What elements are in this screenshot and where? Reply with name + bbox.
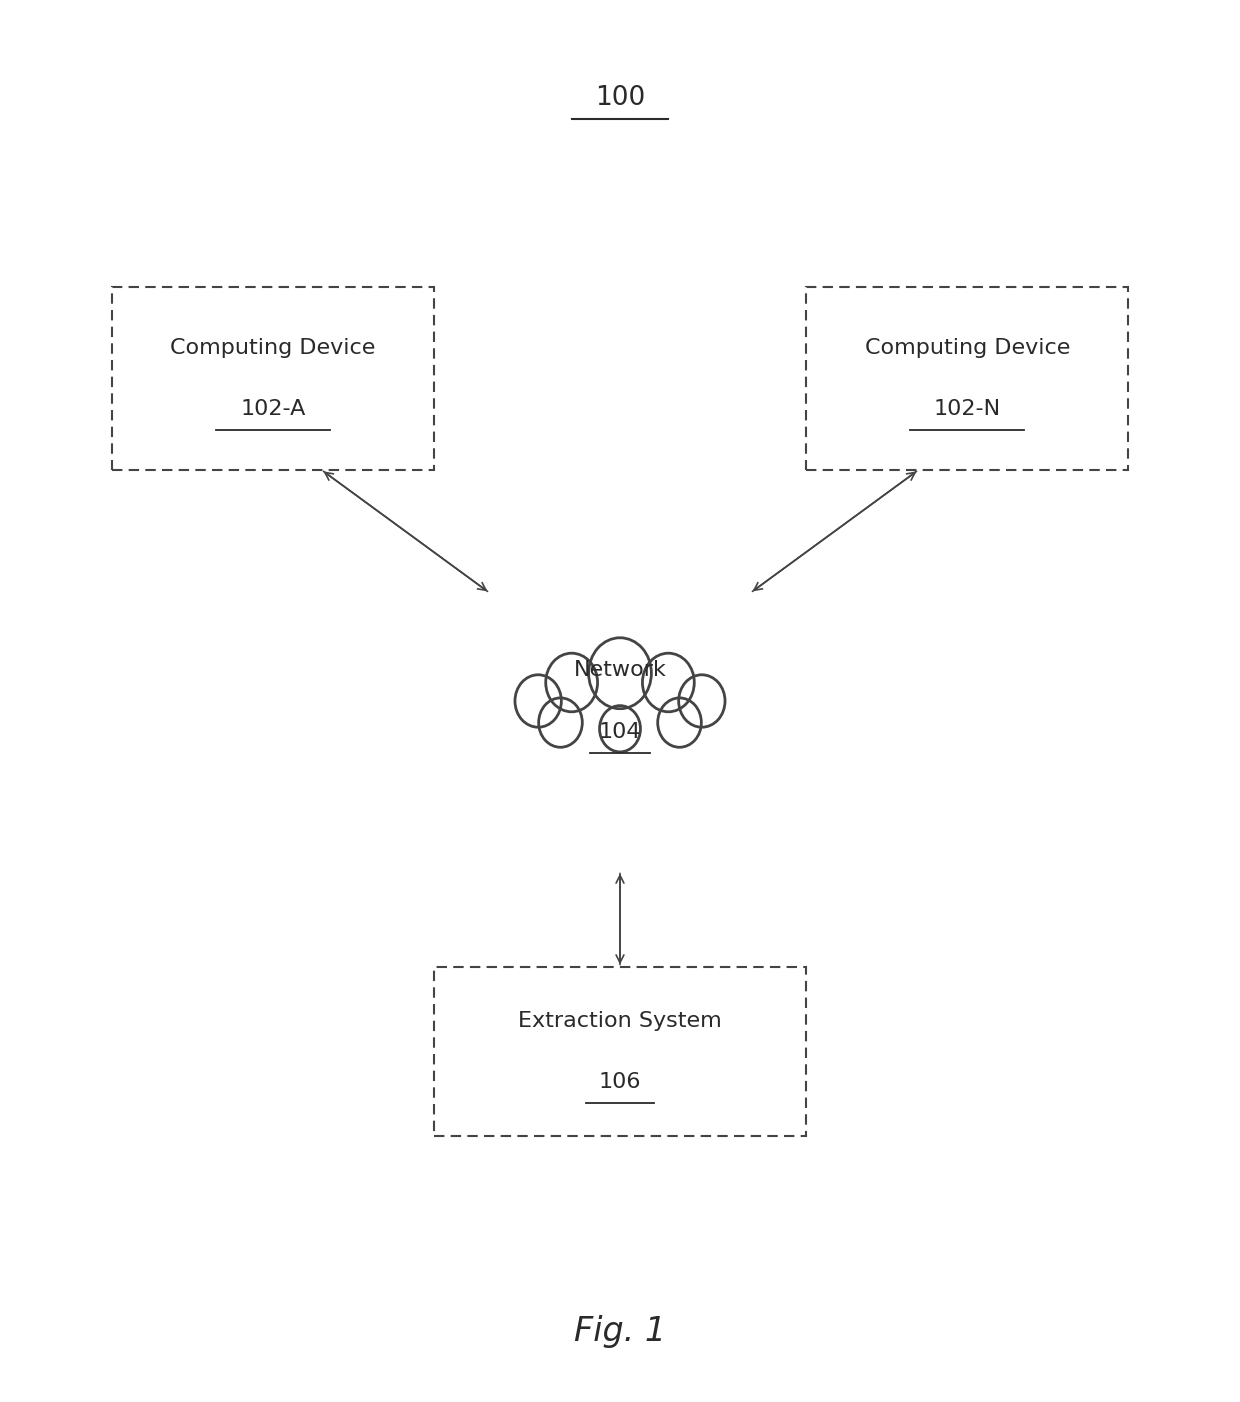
Text: 106: 106 bbox=[599, 1073, 641, 1092]
Circle shape bbox=[642, 653, 694, 712]
Ellipse shape bbox=[542, 637, 698, 765]
Text: Network: Network bbox=[574, 660, 666, 680]
Circle shape bbox=[600, 705, 641, 751]
Circle shape bbox=[538, 698, 583, 747]
Circle shape bbox=[657, 698, 702, 747]
Text: Computing Device: Computing Device bbox=[864, 338, 1070, 358]
Text: 104: 104 bbox=[599, 722, 641, 742]
Text: Fig. 1: Fig. 1 bbox=[574, 1315, 666, 1349]
Text: Extraction System: Extraction System bbox=[518, 1011, 722, 1030]
Circle shape bbox=[546, 653, 598, 712]
Text: Computing Device: Computing Device bbox=[170, 338, 376, 358]
FancyBboxPatch shape bbox=[434, 967, 806, 1136]
Circle shape bbox=[589, 638, 651, 708]
Text: 100: 100 bbox=[595, 86, 645, 111]
Text: 102-A: 102-A bbox=[241, 400, 305, 419]
Circle shape bbox=[678, 674, 725, 728]
Circle shape bbox=[515, 674, 562, 728]
FancyBboxPatch shape bbox=[806, 287, 1128, 470]
Text: 102-N: 102-N bbox=[934, 400, 1001, 419]
FancyBboxPatch shape bbox=[112, 287, 434, 470]
